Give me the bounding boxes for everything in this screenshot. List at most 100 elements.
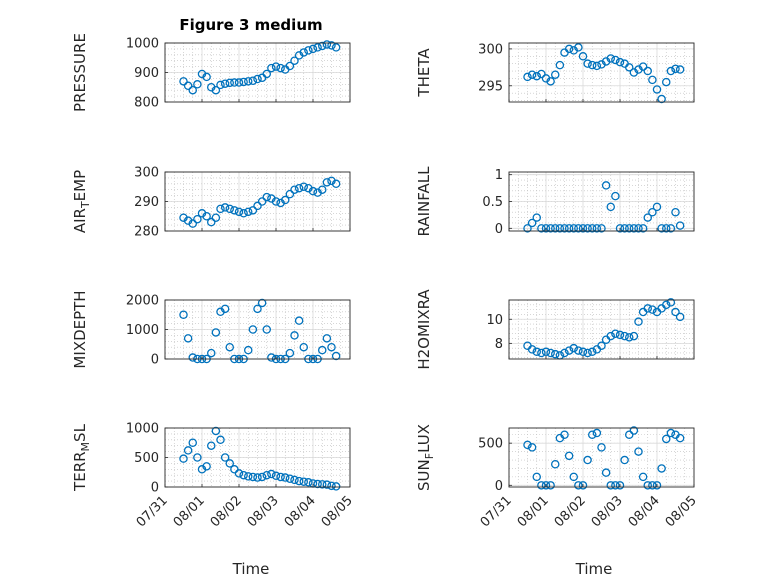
data-point — [285, 61, 295, 71]
data-point — [541, 481, 551, 490]
data-point — [220, 203, 230, 212]
data-point — [257, 197, 267, 206]
data-point — [290, 185, 299, 194]
axes-box — [164, 171, 351, 232]
data-point — [294, 316, 304, 325]
data-point — [308, 44, 318, 54]
data-point — [629, 426, 639, 435]
data-point — [532, 347, 542, 357]
data-point — [225, 78, 234, 88]
y-tick-label: 2000 — [126, 294, 159, 309]
data-point — [666, 66, 676, 76]
data-point — [216, 204, 225, 214]
data-point — [564, 346, 574, 355]
y-axis-label: AIRTEMP — [71, 170, 92, 233]
data-point — [564, 44, 574, 54]
y-axis-label: RAINFALL — [415, 166, 433, 237]
data-point — [239, 470, 248, 480]
data-point — [183, 334, 193, 343]
data-point — [578, 52, 588, 61]
y-axis-label: THETA — [415, 48, 433, 98]
data-point — [313, 479, 322, 489]
data-point — [216, 80, 225, 90]
data-point — [234, 78, 244, 87]
data-point — [657, 464, 666, 473]
y-axis-label: H2OMIXRA — [415, 289, 433, 370]
data-point — [230, 465, 239, 474]
axes-box — [508, 427, 695, 488]
data-point — [666, 428, 676, 438]
data-point — [657, 94, 666, 104]
y-tick-label: 300 — [478, 42, 503, 57]
data-point — [327, 342, 336, 352]
data-point — [625, 63, 634, 72]
data-point — [193, 80, 202, 89]
data-point — [211, 213, 221, 222]
data-point — [657, 224, 666, 233]
data-point — [243, 472, 253, 481]
subplot-1: 800 900 1000 PRESSURE — [71, 33, 351, 112]
data-point — [294, 476, 304, 486]
y-tick-label: 10 — [486, 313, 503, 328]
data-point — [648, 207, 657, 217]
data-point — [285, 348, 295, 358]
data-point — [243, 77, 253, 86]
data-point — [257, 472, 267, 482]
data-point — [615, 224, 625, 233]
data-point — [606, 481, 616, 490]
data-point — [248, 325, 258, 334]
y-tick-label: 1000 — [126, 37, 159, 52]
data-point — [555, 60, 565, 70]
data-point — [206, 441, 216, 450]
subplot-3: 280 290 300 AIRTEMP — [71, 166, 351, 240]
data-point — [551, 459, 560, 469]
data-point — [638, 62, 648, 71]
data-point — [574, 346, 583, 355]
data-point — [560, 348, 569, 358]
data-point — [262, 470, 271, 480]
data-point — [583, 348, 592, 358]
data-point — [671, 64, 680, 74]
data-point — [592, 224, 602, 233]
data-point — [317, 185, 327, 194]
data-point — [188, 85, 197, 95]
data-point — [583, 224, 592, 233]
data-point — [331, 482, 341, 491]
y-tick-label: 280 — [134, 225, 159, 240]
subplot-2: 295 300 THETA — [415, 42, 695, 104]
data-point — [527, 218, 537, 228]
data-point — [648, 305, 657, 314]
data-point — [597, 224, 606, 233]
data-point — [564, 224, 574, 233]
data-point — [253, 201, 262, 211]
data-point — [532, 472, 542, 482]
data-point — [546, 348, 555, 358]
data-point — [527, 70, 537, 79]
y-tick-label: 0 — [495, 479, 503, 494]
data-point — [179, 77, 188, 86]
data-point — [648, 481, 657, 490]
data-point — [532, 71, 542, 81]
data-point — [188, 353, 197, 362]
data-point — [606, 54, 616, 63]
data-point — [652, 202, 662, 212]
data-point — [290, 331, 299, 340]
data-point — [523, 224, 532, 233]
y-axis-label: SUNFLUX — [415, 424, 436, 491]
axes-box — [164, 427, 351, 488]
figure-title: Figure 3 medium — [179, 16, 322, 34]
data-point — [625, 430, 634, 439]
data-point — [611, 329, 620, 338]
data-point — [588, 60, 597, 70]
data-point — [611, 481, 620, 490]
data-point — [643, 66, 653, 76]
data-point — [225, 342, 234, 352]
data-point — [597, 341, 606, 351]
data-point — [243, 207, 253, 217]
data-point — [234, 469, 244, 478]
data-point — [574, 481, 583, 490]
data-point — [267, 469, 276, 479]
data-point — [643, 481, 653, 490]
data-point — [523, 440, 532, 450]
data-point — [262, 69, 271, 79]
